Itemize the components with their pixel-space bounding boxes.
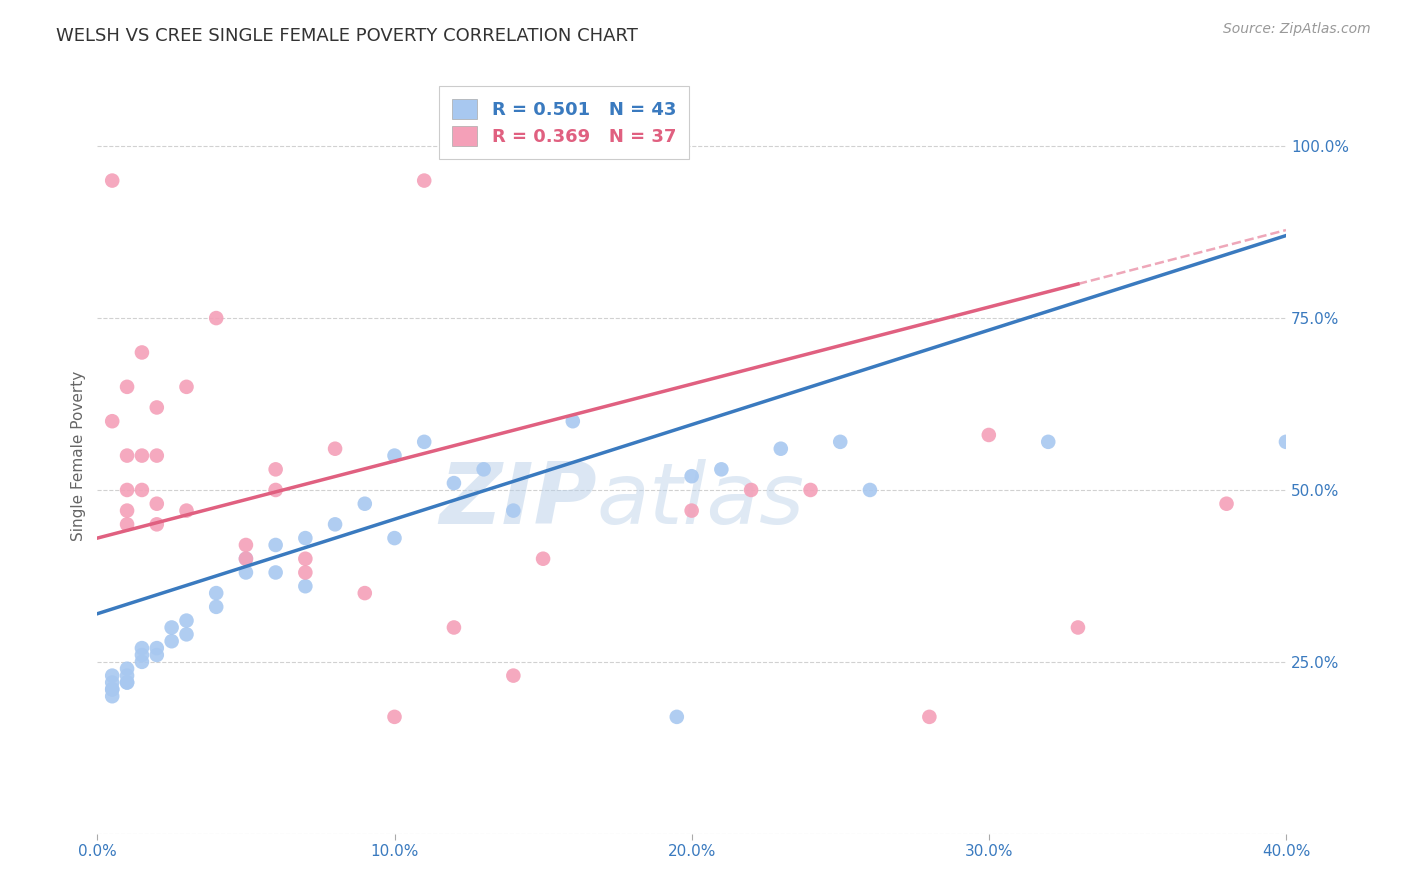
Point — [115, 662, 138, 676]
Point — [176, 380, 198, 394]
Point — [131, 655, 153, 669]
Point — [160, 620, 183, 634]
Point — [443, 476, 465, 491]
Point — [502, 668, 524, 682]
Point — [205, 586, 228, 600]
Point — [859, 483, 882, 497]
Point — [101, 414, 124, 428]
Text: WELSH VS CREE SINGLE FEMALE POVERTY CORRELATION CHART: WELSH VS CREE SINGLE FEMALE POVERTY CORR… — [56, 27, 638, 45]
Point — [115, 517, 138, 532]
Point — [115, 675, 138, 690]
Point — [115, 449, 138, 463]
Point — [101, 682, 124, 697]
Text: ZIP: ZIP — [439, 459, 596, 542]
Point — [115, 668, 138, 682]
Point — [384, 449, 406, 463]
Point — [413, 434, 436, 449]
Point — [1038, 434, 1060, 449]
Point — [235, 551, 257, 566]
Point — [115, 503, 138, 517]
Point — [205, 599, 228, 614]
Point — [740, 483, 762, 497]
Point — [384, 710, 406, 724]
Point — [235, 551, 257, 566]
Point — [472, 462, 495, 476]
Point — [115, 380, 138, 394]
Point — [1275, 434, 1298, 449]
Point — [131, 345, 153, 359]
Point — [131, 483, 153, 497]
Point — [101, 668, 124, 682]
Point — [101, 173, 124, 187]
Point — [235, 566, 257, 580]
Point — [131, 449, 153, 463]
Text: Source: ZipAtlas.com: Source: ZipAtlas.com — [1223, 22, 1371, 37]
Point — [353, 586, 375, 600]
Point — [531, 551, 554, 566]
Point — [323, 442, 346, 456]
Point — [502, 503, 524, 517]
Point — [131, 641, 153, 656]
Point — [101, 690, 124, 704]
Point — [146, 449, 169, 463]
Point — [918, 710, 941, 724]
Point — [681, 503, 703, 517]
Point — [384, 531, 406, 545]
Point — [294, 551, 316, 566]
Point — [665, 710, 688, 724]
Point — [146, 401, 169, 415]
Point — [977, 428, 1000, 442]
Point — [769, 442, 792, 456]
Point — [264, 538, 287, 552]
Legend: R = 0.501   N = 43, R = 0.369   N = 37: R = 0.501 N = 43, R = 0.369 N = 37 — [439, 87, 689, 159]
Point — [205, 311, 228, 326]
Point — [146, 641, 169, 656]
Point — [264, 483, 287, 497]
Point — [353, 497, 375, 511]
Y-axis label: Single Female Poverty: Single Female Poverty — [72, 370, 86, 541]
Point — [323, 517, 346, 532]
Point — [131, 648, 153, 662]
Point — [264, 462, 287, 476]
Point — [830, 434, 852, 449]
Point — [1067, 620, 1090, 634]
Point — [294, 579, 316, 593]
Point — [235, 538, 257, 552]
Point — [561, 414, 583, 428]
Point — [294, 531, 316, 545]
Point — [264, 566, 287, 580]
Point — [146, 497, 169, 511]
Point — [413, 173, 436, 187]
Point — [115, 675, 138, 690]
Point — [146, 648, 169, 662]
Point — [146, 517, 169, 532]
Point — [1215, 497, 1237, 511]
Point — [115, 483, 138, 497]
Text: atlas: atlas — [596, 459, 804, 542]
Point — [176, 503, 198, 517]
Point — [681, 469, 703, 483]
Point — [160, 634, 183, 648]
Point — [799, 483, 821, 497]
Point — [294, 566, 316, 580]
Point — [176, 614, 198, 628]
Point — [710, 462, 733, 476]
Point — [101, 675, 124, 690]
Point — [176, 627, 198, 641]
Point — [101, 682, 124, 697]
Point — [443, 620, 465, 634]
